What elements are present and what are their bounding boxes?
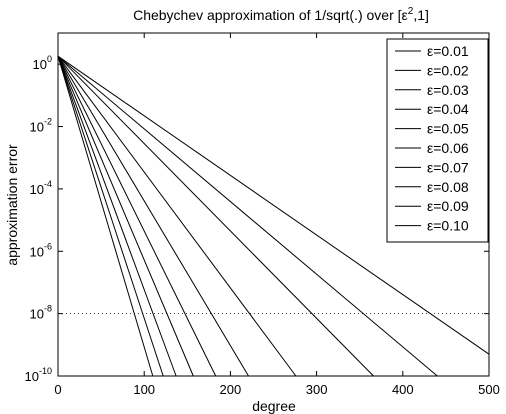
chart-title-main: Chebychev approximation of 1/sqrt(.) ove… (133, 7, 408, 23)
x-tick-label: 500 (478, 382, 500, 397)
legend: ε=0.01 ε=0.02 ε=0.03 ε=0.04 ε=0.05 ε=0.06 ε=0.… (386, 38, 489, 243)
series-line (57, 55, 490, 355)
x-tick-label: 100 (133, 382, 155, 397)
chart-title: Chebychev approximation of 1/sqrt(.) ove… (133, 6, 429, 23)
series-line (57, 55, 249, 377)
x-tick-label: 200 (220, 382, 242, 397)
legend-box (386, 38, 489, 243)
x-ticks: 0 100 200 300 400 500 (54, 33, 500, 397)
series-group (57, 55, 490, 377)
y-tick-label: 10-10 (25, 366, 52, 384)
series-line (57, 55, 374, 377)
legend-label: ε=0.01 (427, 43, 469, 59)
y-tick-label: 10-8 (30, 304, 52, 322)
series-line (57, 55, 217, 377)
series-line (57, 55, 438, 377)
legend-label: ε=0.05 (427, 121, 469, 137)
legend-label: ε=0.02 (427, 62, 469, 78)
legend-label: ε=0.03 (427, 82, 469, 98)
legend-label: ε=0.10 (427, 218, 469, 234)
y-tick-label: 10-4 (30, 179, 52, 197)
legend-label: ε=0.09 (427, 198, 469, 214)
x-tick-label: 400 (392, 382, 414, 397)
series-line (57, 55, 297, 377)
y-tick-label: 100 (33, 54, 52, 72)
series-line (57, 56, 164, 377)
x-axis-label: degree (252, 398, 296, 414)
y-tick-label: 10-2 (30, 117, 52, 135)
plot-area (57, 32, 490, 377)
legend-label: ε=0.04 (427, 101, 469, 117)
chart-title-tail: ,1] (413, 7, 429, 23)
legend-label: ε=0.06 (427, 140, 469, 156)
series-line (57, 56, 177, 377)
series-line (57, 56, 194, 377)
y-tick-label: 10-6 (30, 241, 52, 259)
x-tick-label: 300 (306, 382, 328, 397)
y-axis-label: approximation error (4, 144, 20, 266)
legend-label: ε=0.08 (427, 179, 469, 195)
x-tick-label: 0 (54, 382, 61, 397)
series-line (57, 56, 154, 377)
legend-label: ε=0.07 (427, 159, 469, 175)
chart-title-sup: 2 (408, 6, 414, 17)
